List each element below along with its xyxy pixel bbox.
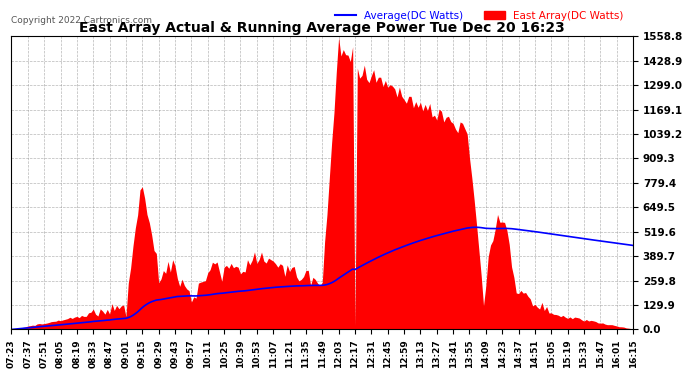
Title: East Array Actual & Running Average Power Tue Dec 20 16:23: East Array Actual & Running Average Powe… [79, 21, 565, 35]
Text: Copyright 2022 Cartronics.com: Copyright 2022 Cartronics.com [12, 16, 152, 25]
Legend: Average(DC Watts), East Array(DC Watts): Average(DC Watts), East Array(DC Watts) [331, 6, 628, 25]
